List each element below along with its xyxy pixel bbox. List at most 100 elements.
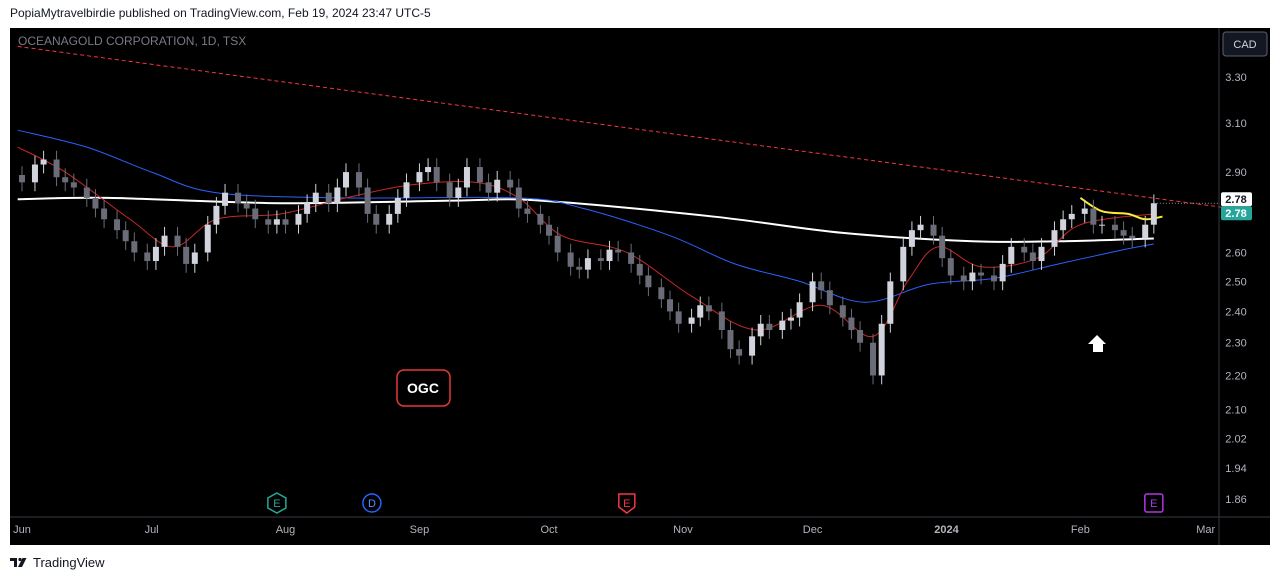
candle-body [373, 213, 380, 225]
ogc-annotation-label: OGC [407, 380, 439, 396]
candle-body [947, 258, 954, 276]
time-tick-label: Jul [145, 524, 159, 536]
time-tick-label: Aug [276, 524, 296, 536]
price-tick-label: 2.90 [1225, 167, 1246, 179]
candle-body [969, 272, 976, 282]
candle-body [1129, 235, 1136, 239]
candle-body [978, 272, 985, 276]
event-label: E [623, 498, 630, 510]
candle-body [364, 187, 371, 214]
price-chart[interactable]: OCEANAGOLD CORPORATION, 1D, TSX OGC 3.30… [10, 28, 1270, 545]
candle-body [312, 192, 319, 204]
candle-body [697, 305, 704, 318]
price-tick-label: 2.20 [1225, 370, 1246, 382]
candle-body [1060, 219, 1067, 231]
candle-body [1081, 208, 1088, 214]
candle-body [991, 275, 997, 282]
candle-body [122, 230, 129, 242]
candle-body [485, 182, 492, 193]
published-caption: PopiaMytravelbirdie published on Trading… [10, 6, 431, 20]
candle-body [386, 213, 393, 225]
candle-body [939, 235, 946, 259]
candle-body [878, 323, 885, 376]
candle-body [796, 302, 803, 318]
candle-body [1111, 224, 1118, 231]
event-label: E [1150, 498, 1157, 510]
candle-body [403, 182, 410, 198]
candle-body [152, 246, 159, 262]
candle-body [455, 187, 462, 198]
candle-body [809, 281, 816, 303]
time-tick-label: Nov [673, 524, 693, 536]
candle-body [334, 187, 341, 204]
price-tick-label: 2.30 [1225, 338, 1246, 350]
symbol-label: OCEANAGOLD CORPORATION, 1D, TSX [18, 34, 246, 48]
candle-body [584, 258, 591, 270]
candle-body [463, 167, 470, 188]
candle-body [355, 172, 362, 188]
candle-body [1099, 224, 1105, 226]
time-tick-label: Feb [1071, 524, 1090, 536]
candle-body [273, 219, 280, 225]
candle-body [718, 311, 725, 331]
candle-body [628, 252, 635, 264]
candle-body [1029, 252, 1036, 262]
footer-brand[interactable]: TradingView [10, 553, 105, 571]
price-tick-label: 1.94 [1225, 463, 1246, 475]
earnings-event-marker [618, 493, 636, 514]
candle-body [507, 179, 514, 188]
candle-body [645, 275, 652, 288]
price-tick-label: 2.02 [1225, 433, 1246, 445]
time-axis[interactable]: Jun Jul Aug Sep Oct Nov Dec 2024 Feb Mar [13, 524, 1215, 536]
candle-body [204, 224, 211, 253]
candle-body [818, 281, 825, 291]
price-tick-label: 2.10 [1225, 405, 1246, 417]
candle-body [1051, 230, 1058, 247]
candle-body [1150, 203, 1157, 225]
time-tick-label: Jun [13, 524, 31, 536]
candle-body [144, 252, 151, 262]
price-tick-label: 2.60 [1225, 247, 1246, 259]
candle-body [900, 246, 907, 282]
candle-body [675, 311, 682, 324]
price-tick-label: 2.50 [1225, 276, 1246, 288]
candle-body [727, 330, 734, 350]
candle-body [1068, 213, 1075, 220]
last-price-marker-badge [1221, 206, 1252, 221]
candle-body [636, 263, 643, 276]
time-tick-label: Dec [803, 524, 823, 536]
candle-body [446, 182, 453, 198]
candle-body [282, 219, 289, 225]
candle-body [930, 224, 937, 236]
candle-body [304, 203, 311, 214]
candle-body [1008, 246, 1015, 264]
candle-body [757, 323, 764, 337]
candle-body [343, 172, 349, 188]
price-tick-label: 2.40 [1225, 306, 1246, 318]
candle-body [161, 235, 168, 247]
earnings-event-marker [1144, 493, 1164, 513]
candle-body [325, 192, 332, 204]
last-price-marker-value: 2.78 [1225, 208, 1246, 220]
candle-body [62, 177, 69, 183]
tradingview-logo-icon [10, 557, 27, 567]
currency-button[interactable]: CAD [1222, 31, 1268, 57]
price-axis[interactable]: 3.30 3.10 2.90 2.60 2.50 2.40 2.30 2.20 2.10 2.02… [1225, 72, 1246, 506]
candle-body [114, 219, 121, 231]
ogc-annotation[interactable]: OGC [396, 369, 451, 407]
candle-body [999, 263, 1006, 282]
candle-body [615, 249, 622, 253]
chart-panel[interactable]: OCEANAGOLD CORPORATION, 1D, TSX OGC 3.30… [10, 28, 1270, 545]
up-arrow-icon [1088, 335, 1106, 352]
candle-body [70, 182, 77, 188]
candle-body [213, 205, 220, 225]
dividend-event-marker [362, 493, 382, 513]
candle-body [515, 187, 522, 209]
candle-body [567, 252, 574, 267]
candle-body [1021, 246, 1028, 253]
earnings-event-marker [267, 492, 287, 514]
candle-body [131, 241, 138, 253]
candle-body [476, 167, 483, 183]
currency-label: CAD [1233, 39, 1256, 51]
